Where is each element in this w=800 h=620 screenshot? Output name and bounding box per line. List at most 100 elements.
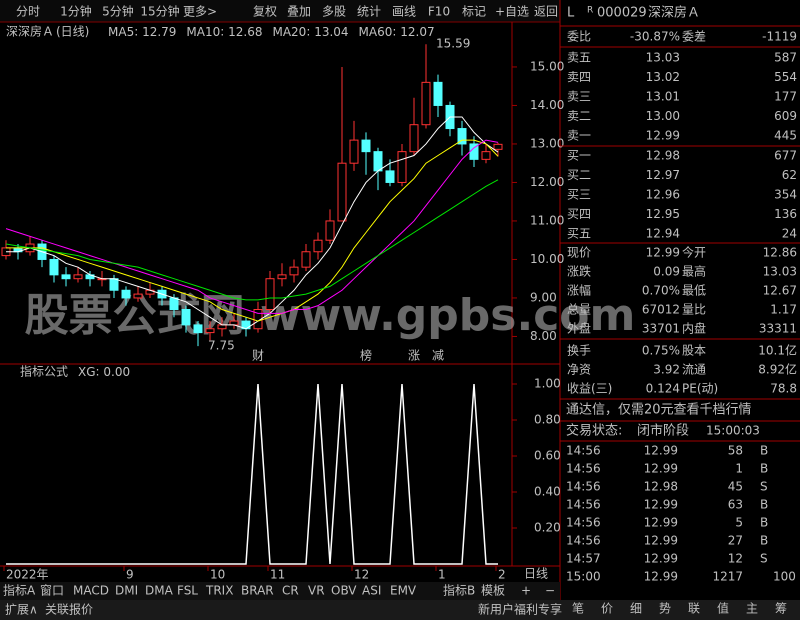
trade-time: 14:56 <box>566 444 601 458</box>
toolbar-button[interactable]: +自选 <box>495 5 529 19</box>
quote-tab[interactable]: 筹 <box>775 602 787 616</box>
trade-volume: 12 <box>728 552 743 566</box>
book-label: 买二 <box>567 168 591 182</box>
quote-panel: L R 000029 深深房Ａ 委比 -30.87% 委差 -1119 卖五 13.03 587 卖四… <box>560 5 800 616</box>
book-volume: 24 <box>782 227 797 241</box>
promo-link[interactable]: 新用户福利专享 <box>478 602 562 617</box>
indicator-tab[interactable]: − <box>545 584 555 598</box>
indicator-tab[interactable]: 指标A <box>3 583 36 598</box>
indicator-tab[interactable]: 模板 <box>481 584 505 598</box>
ma-line <box>5 179 499 301</box>
y-tick-label: 1.00 <box>534 377 561 391</box>
status-button[interactable]: 关联报价 <box>45 602 93 617</box>
quote-tab[interactable]: 细 <box>630 602 642 616</box>
indicator-tab[interactable]: OBV <box>331 584 357 598</box>
x-tick-label: 11 <box>270 568 285 582</box>
indicator-tab[interactable]: FSL <box>177 584 198 598</box>
stat-value: 10.1亿 <box>758 343 797 358</box>
indicator-title: 指标公式 <box>20 364 68 379</box>
indicator-tab[interactable]: VR <box>308 584 325 598</box>
quote-tab[interactable]: 价 <box>601 602 613 616</box>
book-price: 13.01 <box>646 90 680 104</box>
indicator-value: 0.00 <box>103 365 130 379</box>
indicator-tab[interactable]: ASI <box>362 584 381 598</box>
indicator-tab[interactable]: 指标B <box>443 583 475 598</box>
trade-time: 14:56 <box>566 516 601 530</box>
candle-body <box>337 162 347 222</box>
status-label: 交易状态: <box>566 423 622 439</box>
indicator-tab[interactable]: DMI <box>115 584 138 598</box>
candle-body <box>253 309 263 330</box>
candle-body <box>421 81 431 126</box>
indicator-tab[interactable]: MACD <box>73 584 109 598</box>
indicator-tab[interactable]: EMV <box>390 584 417 598</box>
quote-tab[interactable]: 联 <box>688 602 700 616</box>
indicator-tab[interactable]: 窗口 <box>40 584 64 598</box>
event-marker: 减 <box>432 349 444 363</box>
stat-value: 3.92 <box>653 363 680 377</box>
candle-body <box>61 274 71 280</box>
book-label: 卖二 <box>567 109 591 123</box>
status-button[interactable]: 扩展∧ <box>5 603 38 617</box>
trade-time: 14:56 <box>566 480 601 494</box>
x-tick-label: 9 <box>126 568 134 582</box>
trade-side: B <box>760 516 768 530</box>
quote-tab[interactable]: 主 <box>746 602 758 616</box>
indicator-name: XG <box>78 365 96 379</box>
ma-legend: MA5: 12.79 <box>108 25 176 39</box>
quote-tab[interactable]: 笔 <box>572 601 584 616</box>
indicator-tab[interactable]: CR <box>282 584 299 598</box>
trade-side: S <box>760 552 768 566</box>
ma-line <box>6 139 499 322</box>
y-tick-label: 12.00 <box>530 175 564 189</box>
indicator-tab[interactable]: DMA <box>145 584 174 598</box>
toolbar-button[interactable]: 复权 <box>253 5 277 19</box>
trade-side: B <box>760 444 768 458</box>
stat-label: 今开 <box>682 245 706 260</box>
label: 委差 <box>682 30 706 44</box>
promo[interactable]: 通达信，仅需20元查看千档行情 <box>566 402 752 418</box>
toolbar-button[interactable]: 15分钟 <box>140 4 179 19</box>
book-label: 买五 <box>567 227 591 241</box>
indicator-tab[interactable]: TRIX <box>205 584 233 598</box>
toolbar-button[interactable]: 统计 <box>357 5 381 19</box>
toolbar-button[interactable]: F10 <box>428 5 450 19</box>
book-price: 13.02 <box>646 70 680 84</box>
value: -1119 <box>762 30 797 44</box>
indicator-tabs-bg <box>0 582 560 600</box>
trade-volume: 58 <box>728 444 743 458</box>
toolbar-button[interactable]: 更多> <box>183 5 217 19</box>
book-volume: 609 <box>774 109 797 123</box>
toolbar-button[interactable]: 分时 <box>16 5 40 19</box>
toolbar-button[interactable]: 返回 <box>534 5 558 19</box>
toolbar-button[interactable]: 叠加 <box>287 5 311 19</box>
book-label: 卖五 <box>567 51 591 65</box>
toolbar-button[interactable]: 1分钟 <box>60 4 92 19</box>
candle-body <box>169 297 179 311</box>
stat-value: 13.03 <box>763 265 797 279</box>
stat-label: 现价 <box>567 246 591 260</box>
stat-label: 股本 <box>682 344 706 358</box>
ma-value: 12.68 <box>228 25 262 39</box>
candle-body <box>301 251 311 268</box>
candle-body <box>409 124 419 153</box>
y-tick-label: 8.00 <box>530 329 557 343</box>
toolbar-button[interactable]: 5分钟 <box>102 4 134 19</box>
indicator-legend: XG: 0.00 <box>78 365 130 379</box>
stat-value: 33311 <box>759 322 797 336</box>
indicator-tab[interactable]: BRAR <box>241 584 274 598</box>
quote-tab[interactable]: 势 <box>659 602 671 616</box>
quote-tab[interactable]: 值 <box>717 601 729 616</box>
stat-value: 78.8 <box>770 382 797 396</box>
ma-value: 12.07 <box>400 25 434 39</box>
toolbar-button[interactable]: 标记 <box>462 5 486 19</box>
book-label: 卖四 <box>567 70 591 84</box>
trade-volume: 1217 <box>712 570 743 584</box>
toolbar-button[interactable]: 多股 <box>322 5 346 19</box>
ma-value: 12.79 <box>142 25 176 39</box>
label: 委比 <box>567 30 591 44</box>
toolbar-button[interactable]: 画线 <box>392 5 416 19</box>
ma-name: MA60 <box>359 25 393 39</box>
book-volume: 177 <box>774 90 797 104</box>
indicator-tab[interactable]: + <box>521 584 531 598</box>
